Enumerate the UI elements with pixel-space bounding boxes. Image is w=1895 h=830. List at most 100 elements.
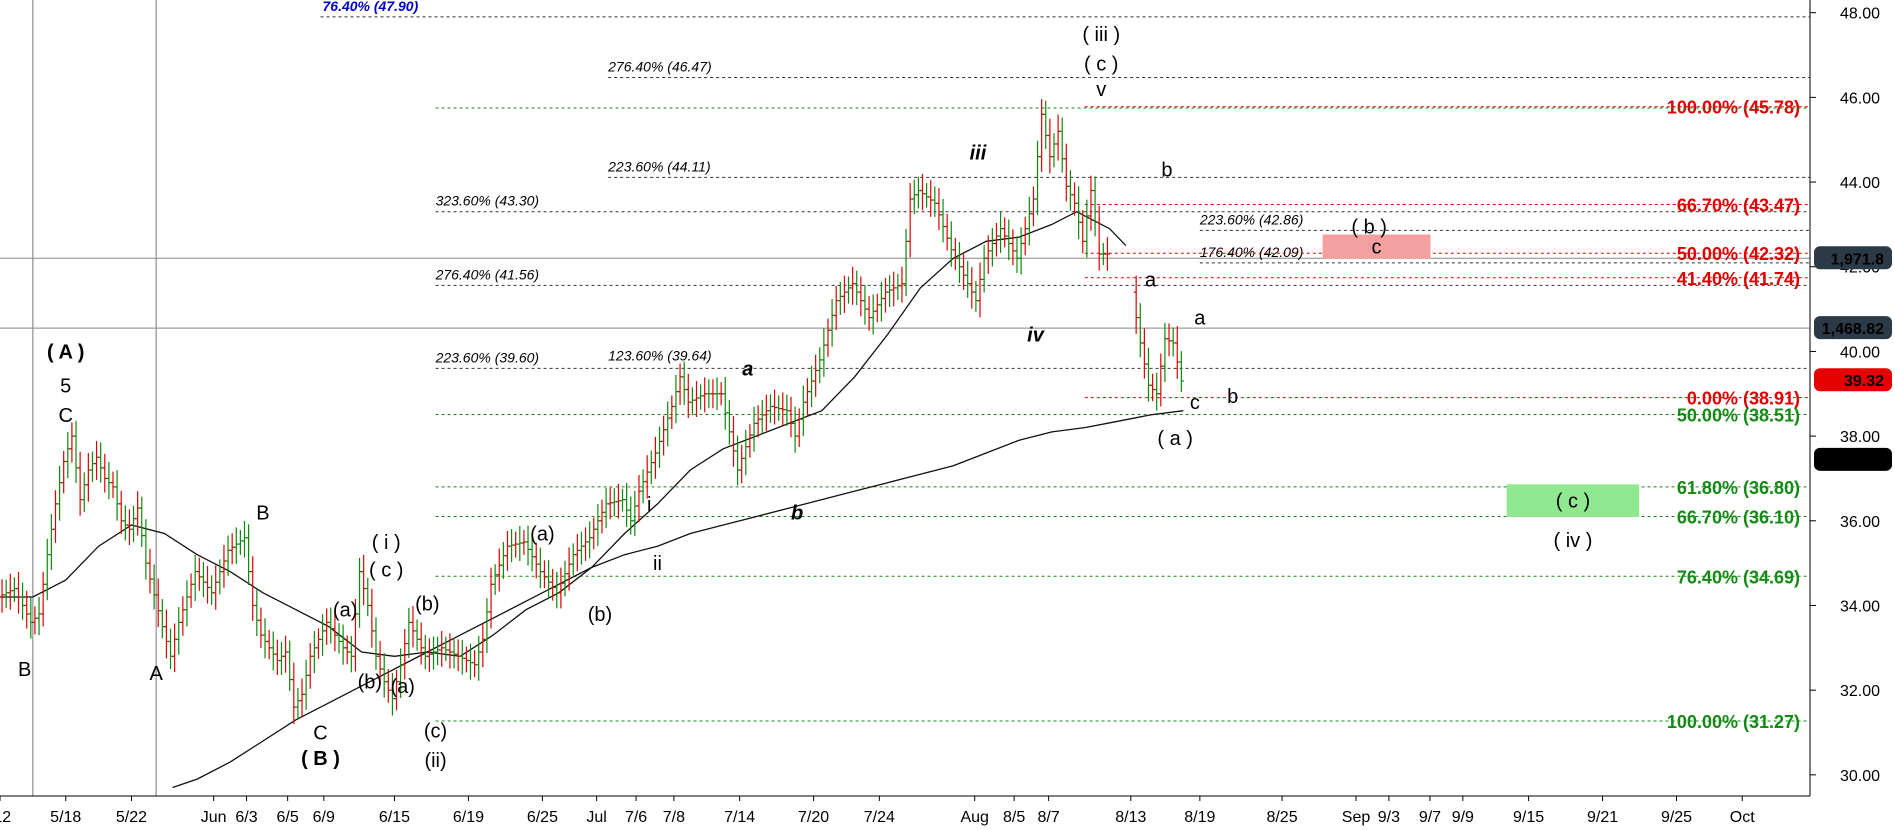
price-badge — [1814, 368, 1892, 392]
wave-label: a — [1194, 308, 1206, 330]
wave-label: ( c ) — [369, 559, 403, 581]
wave-label: (ii) — [424, 750, 446, 772]
wave-label: ( iii ) — [1082, 24, 1120, 46]
fib-label: 0.00% (38.91) — [1687, 389, 1800, 409]
x-tick-label: 9/9 — [1452, 809, 1474, 826]
x-tick-label: /12 — [0, 809, 11, 826]
wave-label: ii — [653, 553, 662, 575]
fib-label: 50.00% (38.51) — [1677, 406, 1800, 426]
wave-label: iv — [1027, 324, 1046, 346]
fibonacci-levels: 76.40% (47.90) 276.40% (46.47) 223.60% (44… — [320, 0, 1810, 732]
grid-layer — [0, 0, 1810, 796]
x-tick-label: Aug — [960, 809, 988, 826]
price-badge-label: 37.44 — [1844, 453, 1884, 470]
x-tick-label: 6/19 — [453, 809, 484, 826]
target-box-label: c — [1372, 237, 1382, 259]
y-tick-label: 34.00 — [1840, 598, 1880, 615]
wave-label: (b) — [358, 672, 382, 694]
x-tick-label: 8/19 — [1184, 809, 1215, 826]
wave-label: (a) — [390, 676, 414, 698]
wave-label: b — [791, 502, 803, 524]
y-tick-label: 48.00 — [1840, 6, 1880, 23]
price-badge-label: 1,971.8 — [1831, 251, 1884, 268]
target-boxes: c ( c ) — [1322, 234, 1640, 518]
ma-short-line — [0, 210, 1127, 657]
y-tick-label: 36.00 — [1840, 514, 1880, 531]
price-badge — [1814, 246, 1892, 270]
y-tick-label: 44.00 — [1840, 175, 1880, 192]
price-badge — [1814, 447, 1892, 471]
x-tick-label: 9/15 — [1513, 809, 1544, 826]
x-tick-label: Jul — [586, 809, 606, 826]
wave-label: C — [313, 722, 327, 744]
fib-label: 123.60% (39.64) — [608, 348, 712, 364]
x-tick-label: 8/7 — [1038, 809, 1060, 826]
x-tick-label: 8/25 — [1266, 809, 1297, 826]
wave-label: i — [647, 494, 651, 516]
moving-averages — [0, 210, 1184, 789]
wave-label: a — [742, 358, 753, 380]
wave-label: b — [1227, 386, 1238, 408]
y-tick-label: 30.00 — [1840, 768, 1880, 785]
wave-label: C — [59, 405, 73, 427]
fib-label: 223.60% (39.60) — [435, 349, 540, 365]
price-badge-label: 39.32 — [1844, 373, 1884, 390]
wave-label: ( i ) — [372, 532, 401, 554]
wave-label: 5 — [60, 375, 71, 397]
fib-label: 66.70% (36.10) — [1677, 508, 1800, 528]
x-tick-label: 6/9 — [313, 809, 335, 826]
wave-label: (c) — [424, 720, 447, 742]
fib-label: 276.40% (46.47) — [607, 58, 712, 74]
x-tick-label: 9/25 — [1661, 809, 1692, 826]
wave-label: v — [1096, 79, 1106, 101]
y-tick-label: 38.00 — [1840, 429, 1880, 446]
target-box — [1506, 484, 1640, 518]
fib-label: 176.40% (42.09) — [1200, 244, 1304, 260]
x-tick-label: 8/13 — [1115, 809, 1146, 826]
wave-label: (b) — [415, 593, 439, 615]
y-tick-label: 40.00 — [1840, 344, 1880, 361]
wave-label: (a) — [530, 523, 554, 545]
x-tick-label: Oct — [1730, 809, 1755, 826]
fib-label: 50.00% (42.32) — [1677, 244, 1800, 264]
x-tick-label: 8/5 — [1003, 809, 1025, 826]
wave-label: ( a ) — [1157, 428, 1193, 450]
x-tick-label: 6/5 — [277, 809, 299, 826]
wave-label: b — [1161, 159, 1172, 181]
x-tick-label: 9/21 — [1587, 809, 1618, 826]
price-badge-label: 1,468.82 — [1822, 321, 1884, 338]
wave-labels: ( A ) 5 C B A B C ( B ) ( i ) ( c ) (a) (b) (b) (a) (c… — [18, 24, 1592, 772]
wave-label: ( b ) — [1351, 217, 1387, 239]
x-tick-label: 5/18 — [50, 809, 81, 826]
price-candles — [0, 99, 1184, 724]
fib-label: 41.40% (41.74) — [1677, 269, 1800, 289]
wave-label: ( B ) — [301, 748, 340, 770]
wave-label: ( iv ) — [1554, 530, 1593, 552]
x-tick-label: 5/22 — [116, 809, 147, 826]
fib-label: 76.40% (47.90) — [323, 0, 419, 14]
y-tick-label: 46.00 — [1840, 90, 1880, 107]
target-box — [1322, 234, 1431, 259]
price-badge — [1814, 316, 1892, 340]
wave-label: A — [149, 663, 163, 685]
x-tick-label: 7/8 — [663, 809, 685, 826]
fib-label: 100.00% (31.27) — [1667, 712, 1800, 732]
x-tick-label: 7/14 — [724, 809, 755, 826]
fib-label: 76.40% (34.69) — [1677, 567, 1800, 587]
fib-label: 66.70% (43.47) — [1677, 196, 1800, 216]
wave-label: a — [1145, 269, 1157, 291]
y-tick-label: 32.00 — [1840, 683, 1880, 700]
x-tick-label: 7/6 — [625, 809, 647, 826]
x-tick-label: 6/15 — [379, 809, 410, 826]
wave-label: (a) — [333, 600, 357, 622]
wave-label: c — [1190, 392, 1200, 414]
fib-label: 61.80% (36.80) — [1677, 478, 1800, 498]
x-tick-label: 9/3 — [1378, 809, 1400, 826]
wave-label: ( c ) — [1084, 54, 1118, 76]
x-tick-label: 9/7 — [1419, 809, 1441, 826]
wave-label: iii — [970, 142, 987, 164]
x-tick-label: Sep — [1342, 809, 1371, 826]
fib-label: 276.40% (41.56) — [435, 266, 540, 282]
x-tick-label: 7/20 — [798, 809, 829, 826]
